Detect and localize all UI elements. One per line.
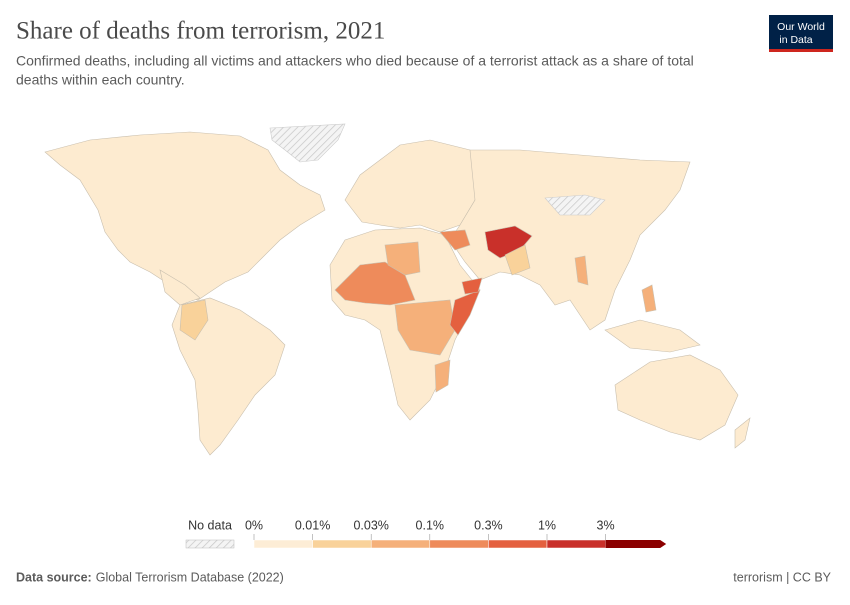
- legend-swatch[interactable]: [370, 539, 431, 549]
- map: [44, 123, 751, 456]
- legend-label: 0.01%: [295, 518, 330, 532]
- legend-label: 0.3%: [474, 518, 503, 532]
- title: Share of deaths from terrorism, 2021: [16, 18, 385, 45]
- legend-label: 0.03%: [353, 518, 388, 532]
- country[interactable]: [574, 255, 589, 286]
- logo-text: in Data: [779, 34, 812, 46]
- country[interactable]: [159, 269, 201, 306]
- source-label: Data source:: [16, 570, 92, 584]
- legend-label: 1%: [538, 518, 556, 532]
- country[interactable]: [171, 297, 286, 456]
- legend-label: No data: [188, 518, 232, 532]
- legend-swatch[interactable]: [185, 539, 235, 549]
- country[interactable]: [334, 261, 416, 306]
- legend: No data 0% 0.01% 0.03% 0.1% 0.3% 1% 3%: [185, 518, 667, 549]
- legend-swatch[interactable]: [312, 539, 372, 549]
- country[interactable]: [394, 299, 456, 356]
- country[interactable]: [734, 417, 751, 449]
- country[interactable]: [269, 123, 346, 163]
- country[interactable]: [641, 284, 657, 313]
- legend-label: 0%: [245, 518, 263, 532]
- legend-swatch[interactable]: [546, 539, 606, 549]
- legend-swatch[interactable]: [605, 540, 667, 548]
- logo[interactable]: Our World in Data: [769, 15, 833, 52]
- country[interactable]: [461, 277, 483, 295]
- logo-text: Our World: [777, 21, 825, 33]
- country[interactable]: [179, 299, 209, 341]
- footer-right[interactable]: terrorism | CC BY: [733, 570, 831, 584]
- country[interactable]: [384, 241, 421, 276]
- subtitle: Confirmed deaths, including all victims …: [16, 53, 694, 69]
- country[interactable]: [604, 319, 701, 353]
- country[interactable]: [504, 244, 531, 276]
- subtitle: deaths within each country.: [16, 72, 185, 88]
- logo-box: [769, 15, 833, 51]
- legend-swatch[interactable]: [488, 539, 548, 549]
- source: Global Terrorism Database (2022): [96, 570, 284, 584]
- legend-swatch[interactable]: [429, 539, 489, 549]
- legend-label: 3%: [597, 518, 615, 532]
- country[interactable]: [449, 149, 691, 331]
- country[interactable]: [434, 359, 451, 393]
- country[interactable]: [439, 229, 471, 251]
- country[interactable]: [44, 131, 326, 301]
- country[interactable]: [544, 194, 606, 216]
- legend-swatch[interactable]: [253, 539, 313, 549]
- country[interactable]: [614, 354, 739, 441]
- country[interactable]: [344, 139, 481, 233]
- logo-bar: [769, 49, 833, 52]
- legend-label: 0.1%: [416, 518, 445, 532]
